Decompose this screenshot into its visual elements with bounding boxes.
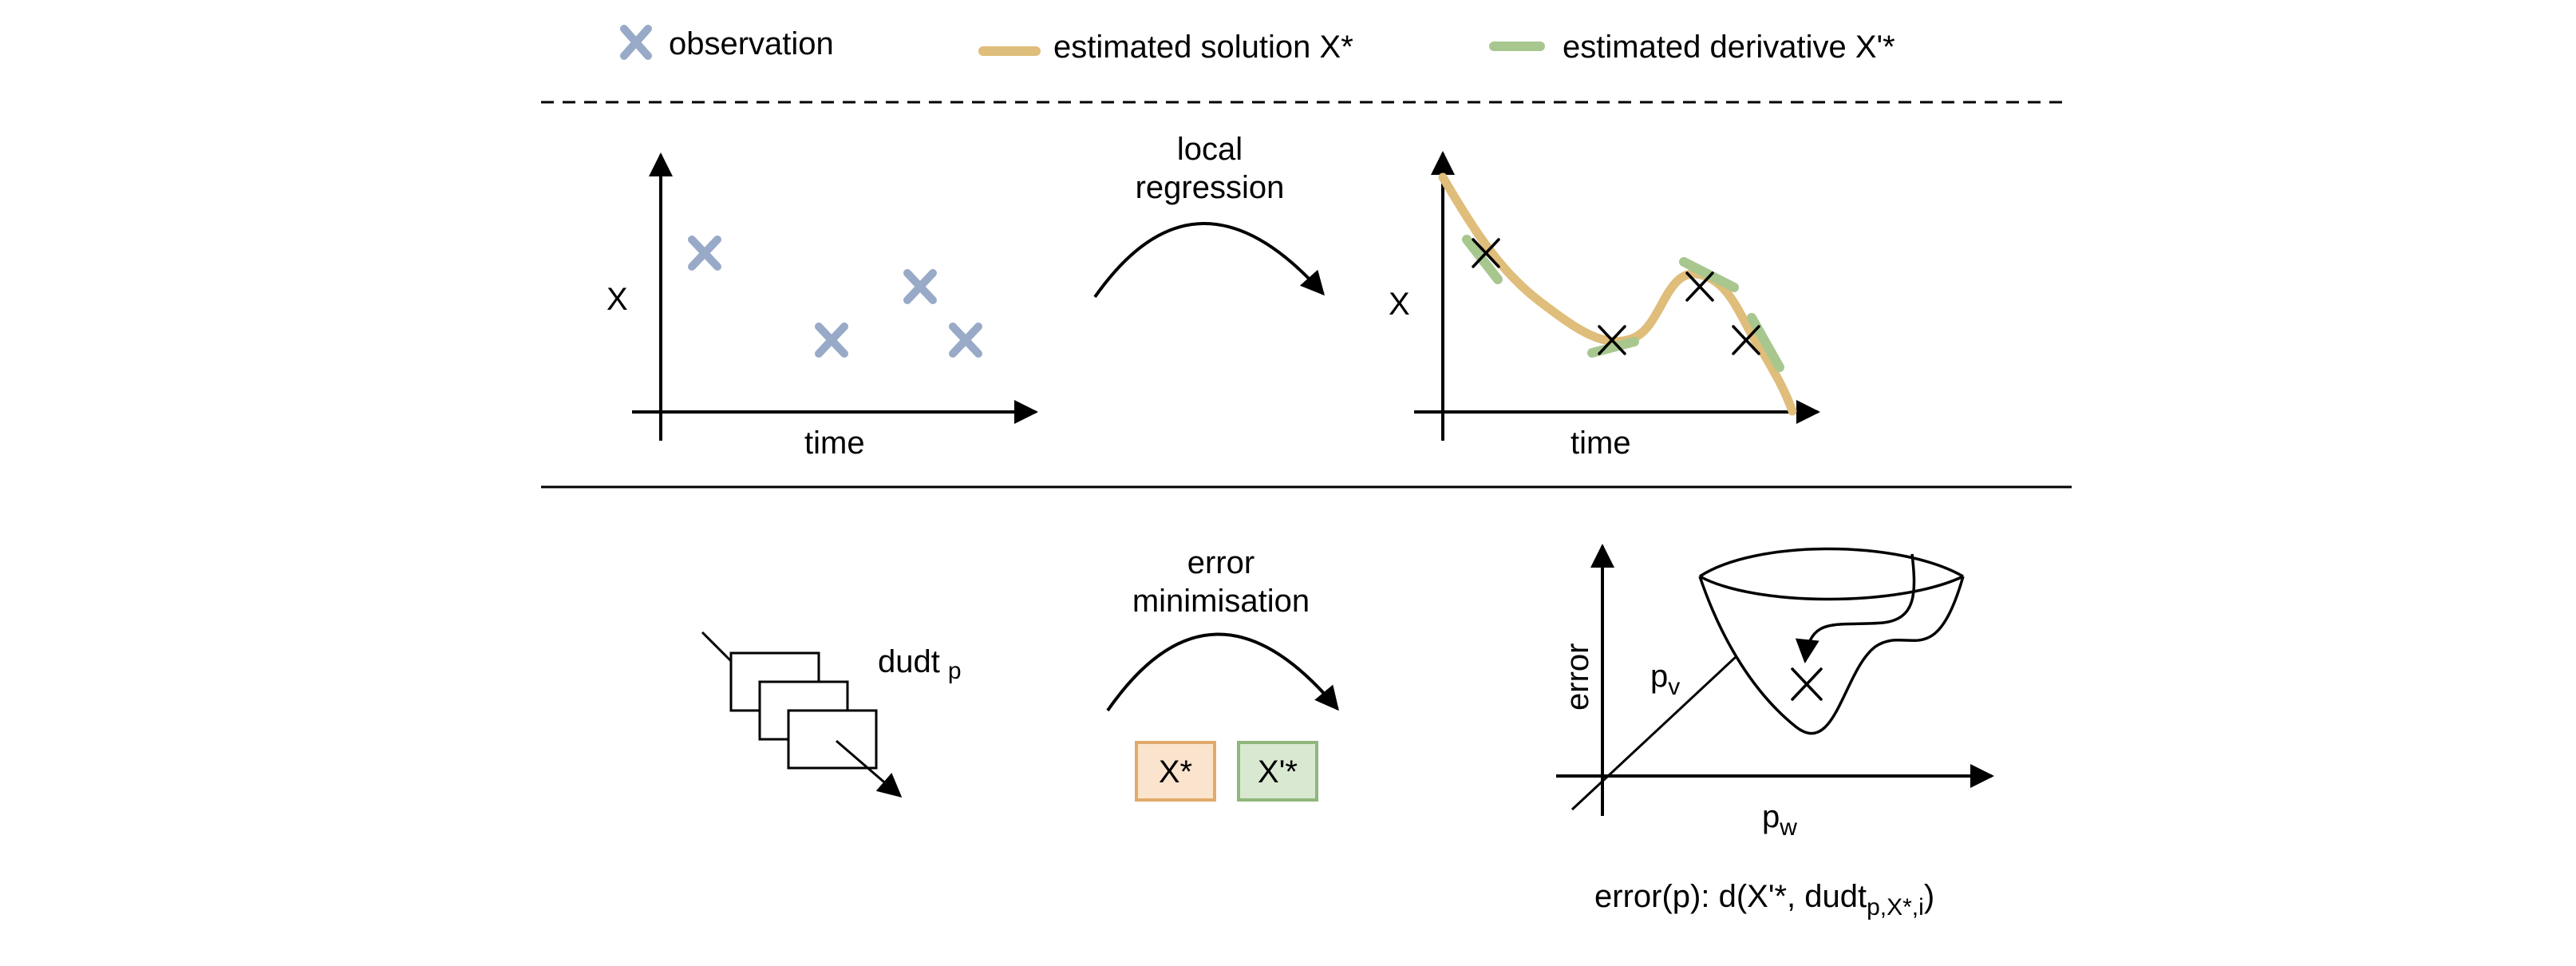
local-regression-step: local regression xyxy=(1093,132,1325,299)
local-regression-label-line2: regression xyxy=(1136,170,1285,205)
observation-plot: X time xyxy=(606,152,1038,461)
derivative-segment xyxy=(1462,235,1503,284)
pv-axis-label: pv xyxy=(1650,659,1680,700)
derivative-segment xyxy=(1679,257,1739,292)
observation-point xyxy=(688,236,721,271)
local-regression-label-line1: local xyxy=(1177,132,1243,167)
legend-derivative-label: estimated derivative X'* xyxy=(1563,30,1895,65)
error-surface-plot: error pv pw error(p): d(X'*, dudtp,X*,i) xyxy=(1556,544,1994,920)
observation-point xyxy=(903,269,937,304)
dudt-label: dudt p xyxy=(878,644,962,684)
observation-point xyxy=(1472,238,1500,268)
solution-box-label: X* xyxy=(1159,754,1192,790)
pv-axis xyxy=(1570,655,1738,811)
derivative-segment xyxy=(1587,337,1639,358)
observation-point xyxy=(1598,325,1626,355)
legend-observation-marker xyxy=(620,25,652,60)
minimum-marker xyxy=(1791,667,1823,701)
error-minimisation-step: error minimisation X* X'* xyxy=(1106,545,1339,802)
legend: observation estimated solution X* estima… xyxy=(620,25,1895,65)
loss-surface xyxy=(1698,547,1965,735)
estimated-solution-plot: X time xyxy=(1389,151,1820,461)
error-formula: error(p): d(X'*, dudtp,X*,i) xyxy=(1594,879,1934,920)
x-axis-label: time xyxy=(1570,426,1631,461)
neural-network-icon xyxy=(701,631,903,798)
solution-box xyxy=(1135,741,1216,802)
y-axis-label: X xyxy=(1389,287,1410,322)
error-minimisation-label-line1: error xyxy=(1187,545,1254,580)
pw-axis-label: pw xyxy=(1762,799,1797,841)
legend-observation-label: observation xyxy=(669,26,834,61)
derivative-box xyxy=(1237,741,1318,802)
curved-arrow xyxy=(1106,632,1339,712)
observation-point xyxy=(949,323,982,358)
observation-point xyxy=(815,323,848,358)
observation-point xyxy=(1685,271,1714,302)
x-axis-label: time xyxy=(804,426,865,461)
observation-point xyxy=(1732,325,1760,355)
derivative-box-label: X'* xyxy=(1258,754,1298,790)
error-minimisation-label-line2: minimisation xyxy=(1132,584,1310,619)
legend-solution-label: estimated solution X* xyxy=(1053,30,1353,65)
estimated-solution-curve xyxy=(1438,172,1797,416)
y-axis-label: X xyxy=(606,282,628,317)
error-axis-label: error xyxy=(1560,643,1595,711)
derivative-segment xyxy=(1747,313,1784,372)
curved-arrow xyxy=(1093,222,1325,299)
